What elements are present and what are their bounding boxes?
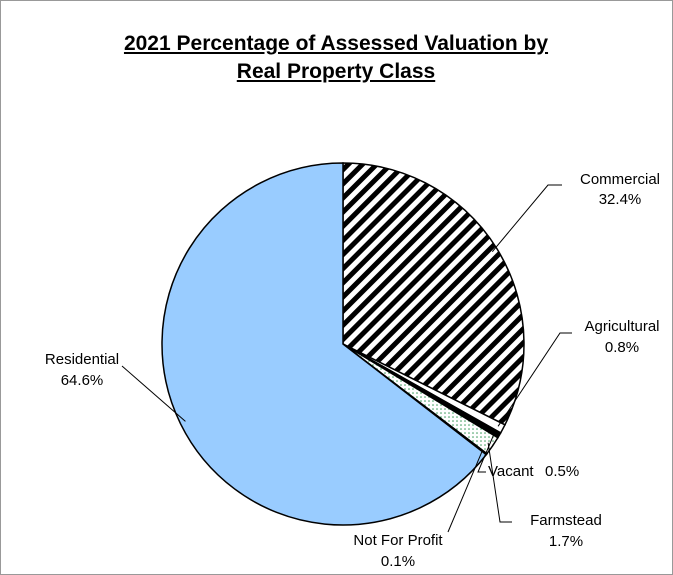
labels: Commercial 32.4% Agricultural 0.8% Vacant 0.5… <box>45 171 660 570</box>
slice-label: Farmstead <box>530 512 602 529</box>
leader-line <box>447 450 483 533</box>
slice-value: 1.7% <box>549 533 583 550</box>
leader-line <box>497 332 572 427</box>
chart-title: 2021 Percentage of Assessed Valuation by… <box>123 32 549 83</box>
slice-label: Residential <box>45 351 119 368</box>
slice-label: Commercial <box>580 171 660 188</box>
leader-line <box>121 365 186 422</box>
pie-slice <box>342 162 525 426</box>
pie-slice <box>161 162 488 526</box>
slice-value: 0.8% <box>605 339 639 356</box>
slice-value: 0.5% <box>545 463 579 480</box>
slice-value: 0.1% <box>381 553 415 570</box>
leader-line <box>491 184 562 252</box>
leader-line <box>477 432 496 473</box>
slice-value: 64.6% <box>61 372 104 389</box>
leader-line <box>487 442 512 523</box>
pie <box>161 162 525 526</box>
slice-label: Agricultural <box>584 318 659 335</box>
slice-value: 32.4% <box>599 191 642 208</box>
slice-label: Vacant <box>488 463 534 480</box>
slice-label: Not For Profit <box>353 532 443 549</box>
